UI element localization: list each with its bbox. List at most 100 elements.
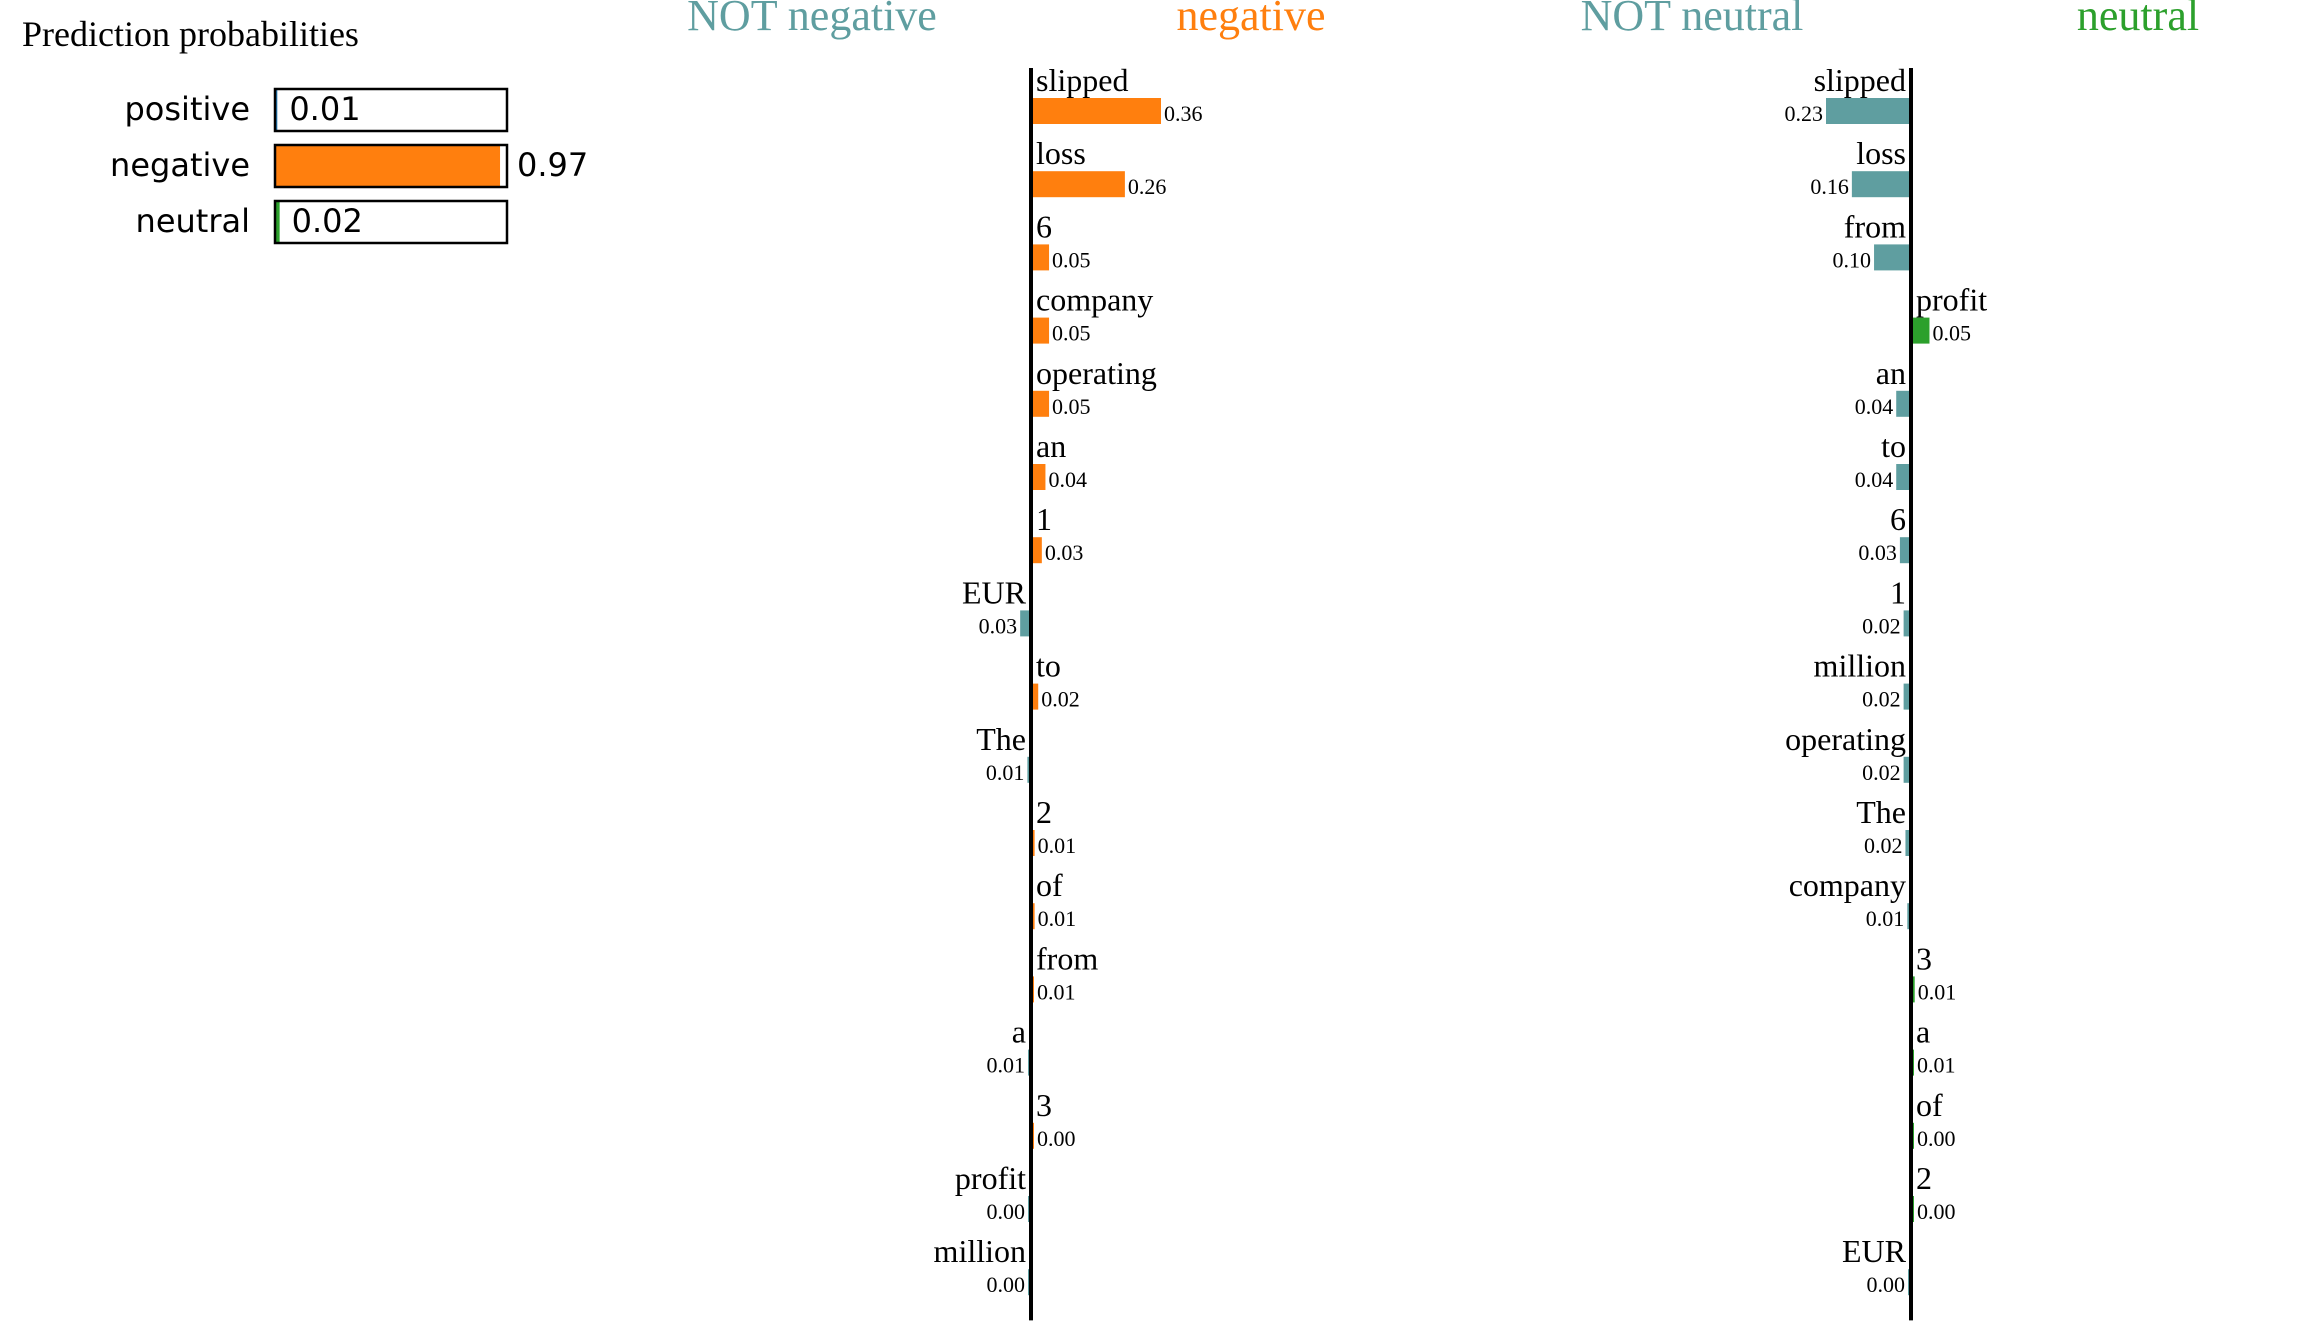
feature-weight-label: 0.02	[1862, 760, 1901, 785]
feature-weight-label: 0.10	[1833, 247, 1872, 272]
probability-value: 0.01	[289, 90, 360, 128]
feature-row-1: 10.02	[1862, 574, 1911, 638]
feature-bar-1	[1031, 537, 1042, 564]
feature-weight-label: 0.23	[1785, 101, 1824, 126]
feature-bar-the	[1905, 830, 1911, 856]
feature-weight-label: 0.03	[1858, 540, 1897, 565]
feature-word: profit	[1916, 282, 1987, 318]
feature-weight-label: 0.00	[987, 1272, 1026, 1297]
feature-word: 6	[1890, 501, 1906, 537]
feature-word: 2	[1916, 1160, 1932, 1196]
probability-rows: positive 0.01 negative 0.97 neutral 0.02	[110, 87, 588, 245]
feature-word: The	[976, 721, 1026, 757]
feature-bar-operating	[1903, 756, 1911, 783]
feature-row-to: to 0.04	[1855, 428, 1911, 492]
feature-word: of	[1036, 867, 1063, 903]
feature-row-from: from 0.10	[1833, 208, 1911, 272]
feature-bar-6	[1031, 244, 1050, 271]
feature-weight-label: 0.05	[1052, 321, 1091, 346]
feature-row-eur: EUR 0.00	[1842, 1233, 1911, 1297]
feature-word: loss	[1036, 135, 1086, 171]
probability-label: neutral	[136, 202, 250, 240]
feature-word: 2	[1036, 794, 1052, 830]
probability-value: 0.02	[292, 202, 363, 240]
feature-word: company	[1789, 867, 1906, 903]
probability-bar-frame	[273, 143, 509, 189]
feature-row-profit: profit 0.00	[955, 1160, 1031, 1224]
feature-word: an	[1036, 428, 1066, 464]
feature-row-3: 30.01	[1911, 940, 1956, 1004]
feature-word: operating	[1785, 721, 1906, 757]
feature-weight-label: 0.00	[1867, 1272, 1906, 1297]
feature-weight-label: 0.04	[1048, 467, 1087, 492]
feature-weight-label: 0.00	[1917, 1126, 1956, 1151]
feature-weight-label: 0.01	[1037, 979, 1076, 1004]
feature-row-company: company 0.05	[1031, 282, 1153, 346]
feature-bar-to	[1896, 464, 1911, 490]
feature-weight-label: 0.26	[1128, 174, 1167, 199]
feature-bar-loss	[1031, 171, 1125, 198]
feature-word: 3	[1916, 940, 1932, 976]
feature-word: to	[1036, 648, 1061, 684]
feature-row-a: a 0.01	[1911, 1014, 1956, 1078]
left-class-header: NOT negative	[687, 0, 937, 40]
feature-weight-label: 0.02	[1864, 833, 1903, 858]
feature-row-operating: operating 0.05	[1031, 355, 1157, 419]
feature-word: 1	[1036, 501, 1052, 537]
feature-bar-profit	[1911, 317, 1930, 344]
probability-bar-neutral	[275, 201, 280, 243]
feature-word: 6	[1036, 208, 1052, 244]
feature-row-from: from 0.01	[1031, 940, 1098, 1004]
feature-row-slipped: slipped 0.23	[1785, 62, 1911, 126]
feature-word: company	[1036, 282, 1153, 318]
feature-word: 1	[1890, 574, 1906, 610]
feature-weight-label: 0.01	[1866, 906, 1905, 931]
feature-row-the: The 0.02	[1856, 794, 1911, 858]
feature-row-6: 60.05	[1031, 208, 1091, 272]
feature-bar-eur	[1020, 610, 1031, 637]
feature-row-the: The 0.01	[976, 721, 1031, 785]
feature-word: of	[1916, 1087, 1943, 1123]
feature-weight-label: 0.03	[979, 613, 1018, 638]
feature-weight-label: 0.01	[1038, 906, 1077, 931]
feature-weight-label: 0.03	[1045, 540, 1084, 565]
feature-row-loss: loss 0.26	[1031, 135, 1166, 199]
feature-word: from	[1036, 940, 1098, 976]
feature-bar-company	[1031, 317, 1050, 344]
feature-weight-label: 0.00	[1037, 1126, 1076, 1151]
feature-row-operating: operating 0.02	[1785, 721, 1911, 785]
feature-bar-slipped	[1826, 98, 1911, 124]
feature-word: to	[1881, 428, 1906, 464]
left-class-header: NOT neutral	[1581, 0, 1804, 40]
feature-row-an: an 0.04	[1855, 355, 1911, 419]
prediction-probabilities-panel: Prediction probabilities positive 0.01 neg…	[22, 14, 588, 245]
probability-label: positive	[124, 90, 250, 128]
feature-word: loss	[1856, 135, 1906, 171]
feature-weight-label: 0.01	[986, 760, 1025, 785]
feature-word: The	[1856, 794, 1906, 830]
feature-weight-label: 0.05	[1052, 247, 1091, 272]
feature-row-3: 30.00	[1031, 1087, 1076, 1151]
feature-row-million: million 0.02	[1814, 648, 1911, 712]
feature-weight-label: 0.16	[1810, 174, 1849, 199]
feature-word: million	[934, 1233, 1026, 1269]
feature-weight-label: 0.01	[1917, 1053, 1956, 1078]
feature-bar-an	[1896, 390, 1911, 417]
feature-row-profit: profit 0.05	[1911, 282, 1987, 346]
feature-row-slipped: slipped 0.36	[1031, 62, 1203, 126]
right-class-header: negative	[1176, 0, 1325, 40]
feature-bar-slipped	[1031, 98, 1161, 124]
feature-weight-label: 0.04	[1855, 467, 1894, 492]
prediction-probabilities-title: Prediction probabilities	[22, 14, 359, 54]
feature-row-1: 10.03	[1031, 501, 1083, 565]
feature-bar-6	[1899, 537, 1911, 564]
feature-row-a: a 0.01	[987, 1014, 1031, 1078]
feature-word: a	[1012, 1014, 1026, 1050]
right-class-header: neutral	[2077, 0, 2199, 40]
feature-weight-label: 0.05	[1052, 394, 1091, 419]
feature-row-million: million 0.00	[934, 1233, 1031, 1297]
feature-weight-label: 0.04	[1855, 394, 1894, 419]
feature-bar-from	[1874, 244, 1911, 271]
feature-bar-loss	[1851, 171, 1911, 198]
